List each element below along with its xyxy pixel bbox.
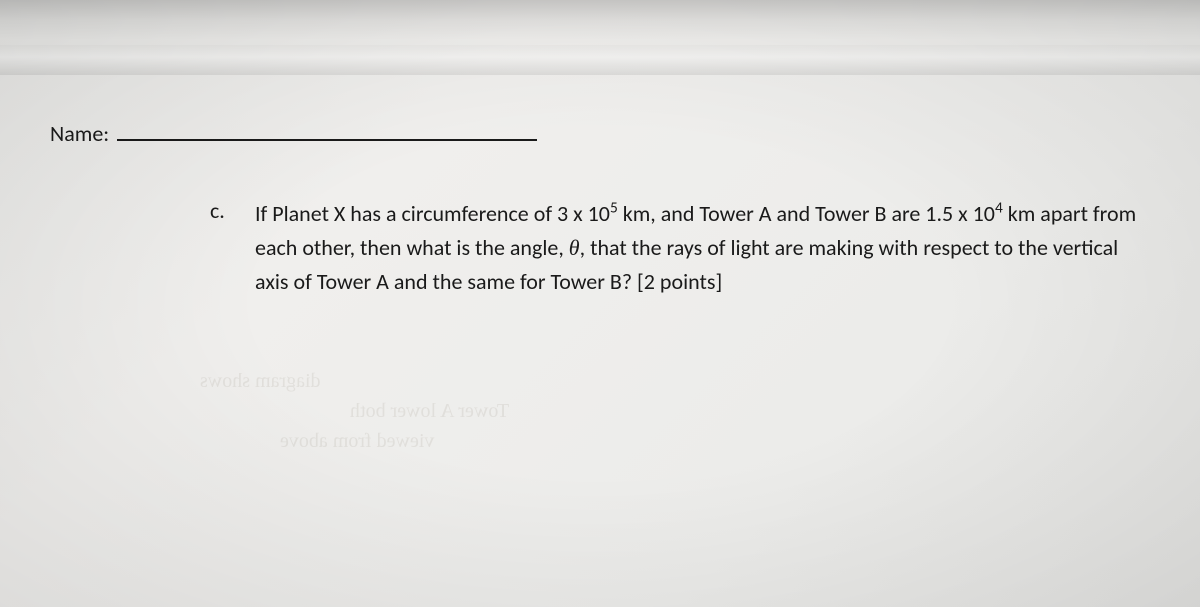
question-text-part1: If Planet X has a circumference of 3 x 1… [255,200,610,227]
question-text-body: If Planet X has a circumference of 3 x 1… [255,197,1140,299]
name-field-row: Name: [50,120,1140,147]
question-letter: c. [210,197,235,299]
question-text-part2: km, and Tower A and Tower B are 1.5 x 10 [618,200,995,227]
exponent-4: 4 [995,199,1003,218]
paper-bleedthrough-artifact: Tower A lower both [350,400,509,423]
theta-symbol: θ [569,235,580,260]
paper-bleedthrough-artifact: viewed from above [280,430,434,453]
paper-bleedthrough-artifact: diagram shows [200,370,321,393]
worksheet-content: Name: c. If Planet X has a circumference… [0,0,1200,339]
name-label: Name: [50,120,109,147]
name-input-line[interactable] [117,139,537,141]
exponent-5: 5 [610,199,618,218]
question-c-block: c. If Planet X has a circumference of 3 … [210,197,1140,299]
